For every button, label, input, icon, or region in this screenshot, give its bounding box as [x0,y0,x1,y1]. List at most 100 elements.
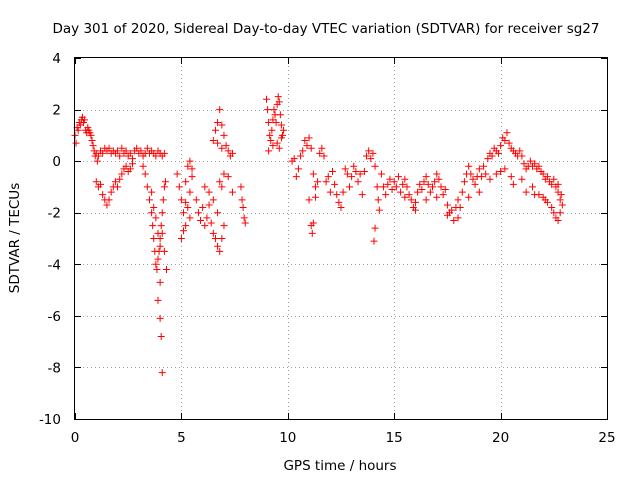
data-point [141,170,149,178]
data-point [186,188,194,196]
data-point [331,180,339,188]
data-point [371,162,379,170]
data-point [139,162,147,170]
data-point [526,157,534,165]
data-point [161,178,169,186]
data-point [465,162,473,170]
data-point [152,152,160,160]
data-point [365,147,373,155]
data-point [311,183,319,191]
data-point [74,126,82,134]
data-point [443,201,451,209]
data-point [180,209,188,217]
data-point [154,255,162,263]
data-point [550,209,558,217]
data-point [152,214,160,222]
data-point [494,149,502,157]
data-point [177,196,185,204]
data-point [186,157,194,165]
data-point [484,155,492,163]
data-point [274,93,282,101]
data-point [265,147,273,155]
data-point [522,188,530,196]
data-point [277,134,285,142]
data-point [420,178,428,186]
data-point [339,188,347,196]
data-point [308,229,316,237]
data-point [492,170,500,178]
data-point [199,204,207,212]
data-point [184,162,192,170]
grid [75,58,607,419]
data-point [301,137,309,145]
data-point [471,180,479,188]
data-point [307,144,315,152]
data-point [237,183,245,191]
data-point [218,183,226,191]
x-tick-label: 15 [386,430,403,446]
data-point [218,121,226,129]
data-point [89,142,97,150]
data-point [529,183,537,191]
data-point [554,180,562,188]
data-point [156,278,164,286]
data-point [118,170,126,178]
data-point [497,167,505,175]
x-tick-label: 0 [71,430,80,446]
data-point [548,180,556,188]
data-point [454,214,462,222]
data-point [241,219,249,227]
data-point [416,180,424,188]
data-point [97,180,105,188]
data-point [448,206,456,214]
data-point [374,196,382,204]
data-point [128,160,136,168]
y-tick-label: -6 [48,309,61,325]
data-point [94,152,102,160]
data-point [450,216,458,224]
data-point [192,196,200,204]
data-point [367,155,375,163]
data-point [309,170,317,178]
data-point [126,149,134,157]
data-point [443,211,451,219]
data-point [505,139,513,147]
data-point [173,170,181,178]
data-point [157,332,165,340]
data-point [424,180,432,188]
data-point [150,235,158,242]
data-point [503,129,511,137]
y-tick-label: -2 [48,206,61,222]
data-point [550,175,558,183]
data-point [399,180,407,188]
data-point [520,160,528,168]
data-point [454,196,462,204]
data-point [111,178,119,186]
data-point [371,224,379,232]
data-point [158,209,166,217]
data-point [543,173,551,181]
data-point [160,149,168,157]
data-point [388,186,396,194]
data-point [209,229,217,237]
data-point [518,152,526,160]
data-point [501,137,509,145]
data-point [184,204,192,212]
data-point [346,183,354,191]
data-point [222,142,230,150]
data-point [275,144,283,152]
data-point [88,137,96,145]
data-point [267,137,275,145]
data-point [163,265,171,273]
data-point [369,149,377,157]
data-point [341,165,349,173]
data-point [156,235,164,242]
data-point [220,131,228,139]
data-point [266,131,274,139]
data-point [314,178,322,186]
data-point [182,198,190,206]
data-point [363,152,371,160]
data-point [105,144,113,152]
data-point [265,118,273,126]
data-point [220,170,228,178]
